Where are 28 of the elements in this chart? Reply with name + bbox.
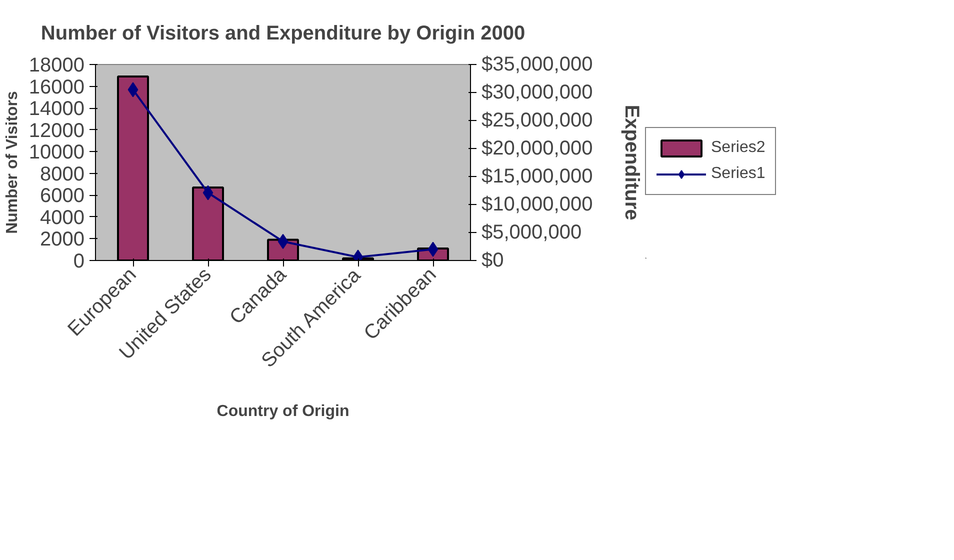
y2-tick-label: $30,000,000 (482, 82, 593, 104)
y-tick-label: 16000 (28, 76, 85, 98)
point (278, 234, 288, 249)
y-tick-label: 0 (73, 250, 84, 272)
y2-axis-title: Expenditure (620, 104, 643, 220)
y2-tick-label: $10,000,000 (482, 194, 593, 216)
y-tick-label: 4000 (40, 206, 85, 229)
y-axis-title: Number of Visitors (4, 90, 21, 234)
y2-tick-label: $5,000,000 (482, 222, 582, 244)
legend-label: Series2 (711, 139, 766, 157)
chart-title: Number of Visitors and Expenditure by Origin 2000 (40, 22, 526, 44)
y-tick-label: 2000 (40, 228, 85, 251)
point (202, 185, 214, 200)
x-axis-title: Country of Origin (216, 402, 350, 420)
y2-tick-label: $15,000,000 (482, 166, 593, 188)
y-tick-label: 10000 (28, 142, 85, 164)
y2-tick-label: $20,000,000 (482, 138, 593, 160)
y-tick-label: 12000 (28, 120, 85, 142)
y2-tick-label: $0 (482, 250, 504, 272)
y-tick-label: 18000 (28, 54, 85, 76)
legend-label: Series1 (711, 165, 766, 183)
point (128, 82, 138, 98)
y-tick-label: 8000 (40, 163, 85, 186)
y2-tick-label: $35,000,000 (482, 54, 593, 76)
point (428, 242, 438, 257)
y-tick-label: 6000 (40, 185, 85, 208)
y2-tick-label: $25,000,000 (482, 110, 593, 132)
y-tick-label: 14000 (28, 98, 85, 120)
